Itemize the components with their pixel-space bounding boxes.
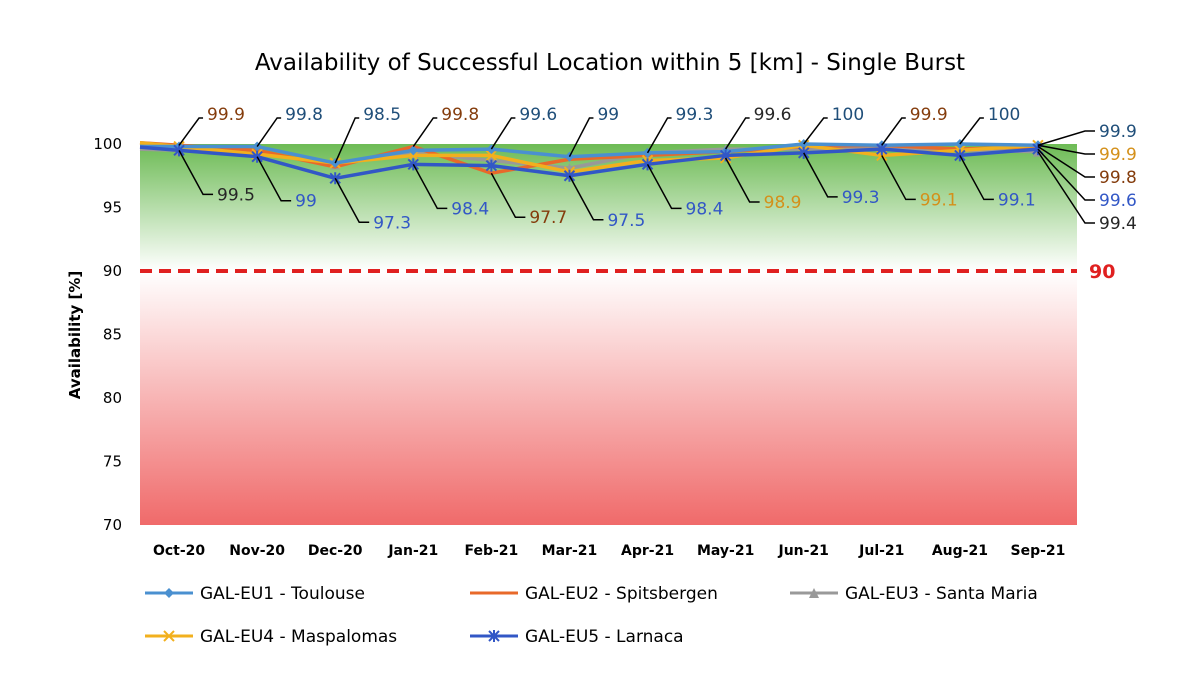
data-label: 99.9 xyxy=(910,105,948,125)
data-label-leader xyxy=(178,149,214,196)
x-tick-label: May-21 xyxy=(697,543,754,559)
data-point xyxy=(408,145,419,156)
data-label-leader xyxy=(178,117,204,146)
data-label-leader xyxy=(1037,130,1095,146)
data-label: 99.9 xyxy=(207,105,245,125)
legend-label: GAL-EU4 - Maspalomas xyxy=(200,627,397,647)
data-label: 98.4 xyxy=(451,199,489,219)
x-tick-label: Oct-20 xyxy=(153,543,205,559)
y-axis-label: Availability [%] xyxy=(66,271,84,399)
x-tick-label: Aug-21 xyxy=(932,543,988,559)
data-label-leader xyxy=(881,117,906,146)
data-label-leader xyxy=(568,175,604,221)
data-label: 99.4 xyxy=(1099,214,1137,234)
legend-marker-icon xyxy=(164,588,174,598)
data-label-leader xyxy=(803,117,828,145)
data-label: 99.9 xyxy=(1099,145,1137,165)
x-tick-label: Apr-21 xyxy=(621,543,674,559)
data-label: 99 xyxy=(295,192,317,212)
y-tick-label: 100 xyxy=(93,135,122,153)
data-label: 99.8 xyxy=(285,105,323,125)
legend-label: GAL-EU2 - Spitsbergen xyxy=(525,584,718,604)
data-label: 98.9 xyxy=(764,193,802,213)
x-tick-label: Jan-21 xyxy=(387,543,438,559)
legend-label: GAL-EU3 - Santa Maria xyxy=(845,584,1038,604)
data-label-leader xyxy=(1037,148,1095,201)
y-tick-label: 70 xyxy=(103,516,122,534)
data-label: 98.5 xyxy=(363,105,401,125)
data-point xyxy=(485,159,498,172)
data-label-leader xyxy=(490,117,516,150)
legend-marker-icon xyxy=(488,630,500,642)
data-label-leader xyxy=(959,117,984,145)
legend-marker-icon xyxy=(163,630,175,642)
data-label: 99.8 xyxy=(441,105,479,125)
data-label: 100 xyxy=(832,105,864,125)
data-label-leader xyxy=(881,155,916,201)
data-label-leader xyxy=(412,117,438,147)
data-label-leader xyxy=(803,152,838,198)
chart-title: Availability of Successful Location with… xyxy=(255,50,965,76)
threshold-label: 90 xyxy=(1089,261,1115,283)
data-label: 99.3 xyxy=(676,105,714,125)
data-label: 99 xyxy=(597,105,619,125)
data-label-leader xyxy=(334,117,360,164)
data-label-leader xyxy=(256,156,292,202)
x-tick-label: Sep-21 xyxy=(1011,543,1066,559)
data-label-leader xyxy=(334,177,370,224)
data-point xyxy=(485,149,498,162)
x-tick-label: Jul-21 xyxy=(858,543,904,559)
data-label: 99.1 xyxy=(998,190,1036,210)
legend-label: GAL-EU1 - Toulouse xyxy=(200,584,365,604)
data-label: 99.8 xyxy=(1099,168,1137,188)
x-tick-label: Jun-21 xyxy=(777,543,828,559)
y-tick-label: 80 xyxy=(103,389,122,407)
data-label: 97.3 xyxy=(373,213,411,233)
data-label-leader xyxy=(724,157,760,203)
data-label-leader xyxy=(412,163,448,210)
data-label: 97.5 xyxy=(607,211,645,231)
plot-background xyxy=(140,144,1077,525)
data-label-leader xyxy=(568,117,594,158)
x-tick-label: Mar-21 xyxy=(542,543,598,559)
data-label: 97.7 xyxy=(529,208,567,228)
data-label-leader xyxy=(1037,144,1095,155)
data-label: 99.6 xyxy=(1099,191,1137,211)
data-point xyxy=(329,172,341,185)
data-label: 99.9 xyxy=(1099,122,1137,142)
data-point xyxy=(798,146,810,159)
data-label-leader xyxy=(959,155,994,201)
x-tick-label: Nov-20 xyxy=(229,543,285,559)
legend-marker-icon xyxy=(809,588,819,598)
data-label-leader xyxy=(646,163,682,210)
x-tick-label: Dec-20 xyxy=(308,543,363,559)
data-point xyxy=(563,169,576,182)
data-label-leader xyxy=(724,117,750,150)
data-label: 99.6 xyxy=(754,105,792,125)
data-label-leader xyxy=(1037,151,1095,224)
data-label: 99.1 xyxy=(920,190,958,210)
data-label-leader xyxy=(490,172,526,218)
data-label-leader xyxy=(256,117,282,147)
x-tick-label: Feb-21 xyxy=(464,543,518,559)
data-label: 99.5 xyxy=(217,185,255,205)
data-label: 100 xyxy=(988,105,1020,125)
data-label: 99.3 xyxy=(842,188,880,208)
y-tick-label: 90 xyxy=(103,262,122,280)
data-label-leader xyxy=(1037,145,1095,178)
legend-label: GAL-EU5 - Larnaca xyxy=(525,627,684,647)
y-tick-label: 75 xyxy=(103,453,122,471)
y-tick-label: 95 xyxy=(103,199,122,217)
data-label: 99.6 xyxy=(519,105,557,125)
data-label-leader xyxy=(646,117,672,154)
y-tick-label: 85 xyxy=(103,326,122,344)
data-label: 98.4 xyxy=(686,199,724,219)
